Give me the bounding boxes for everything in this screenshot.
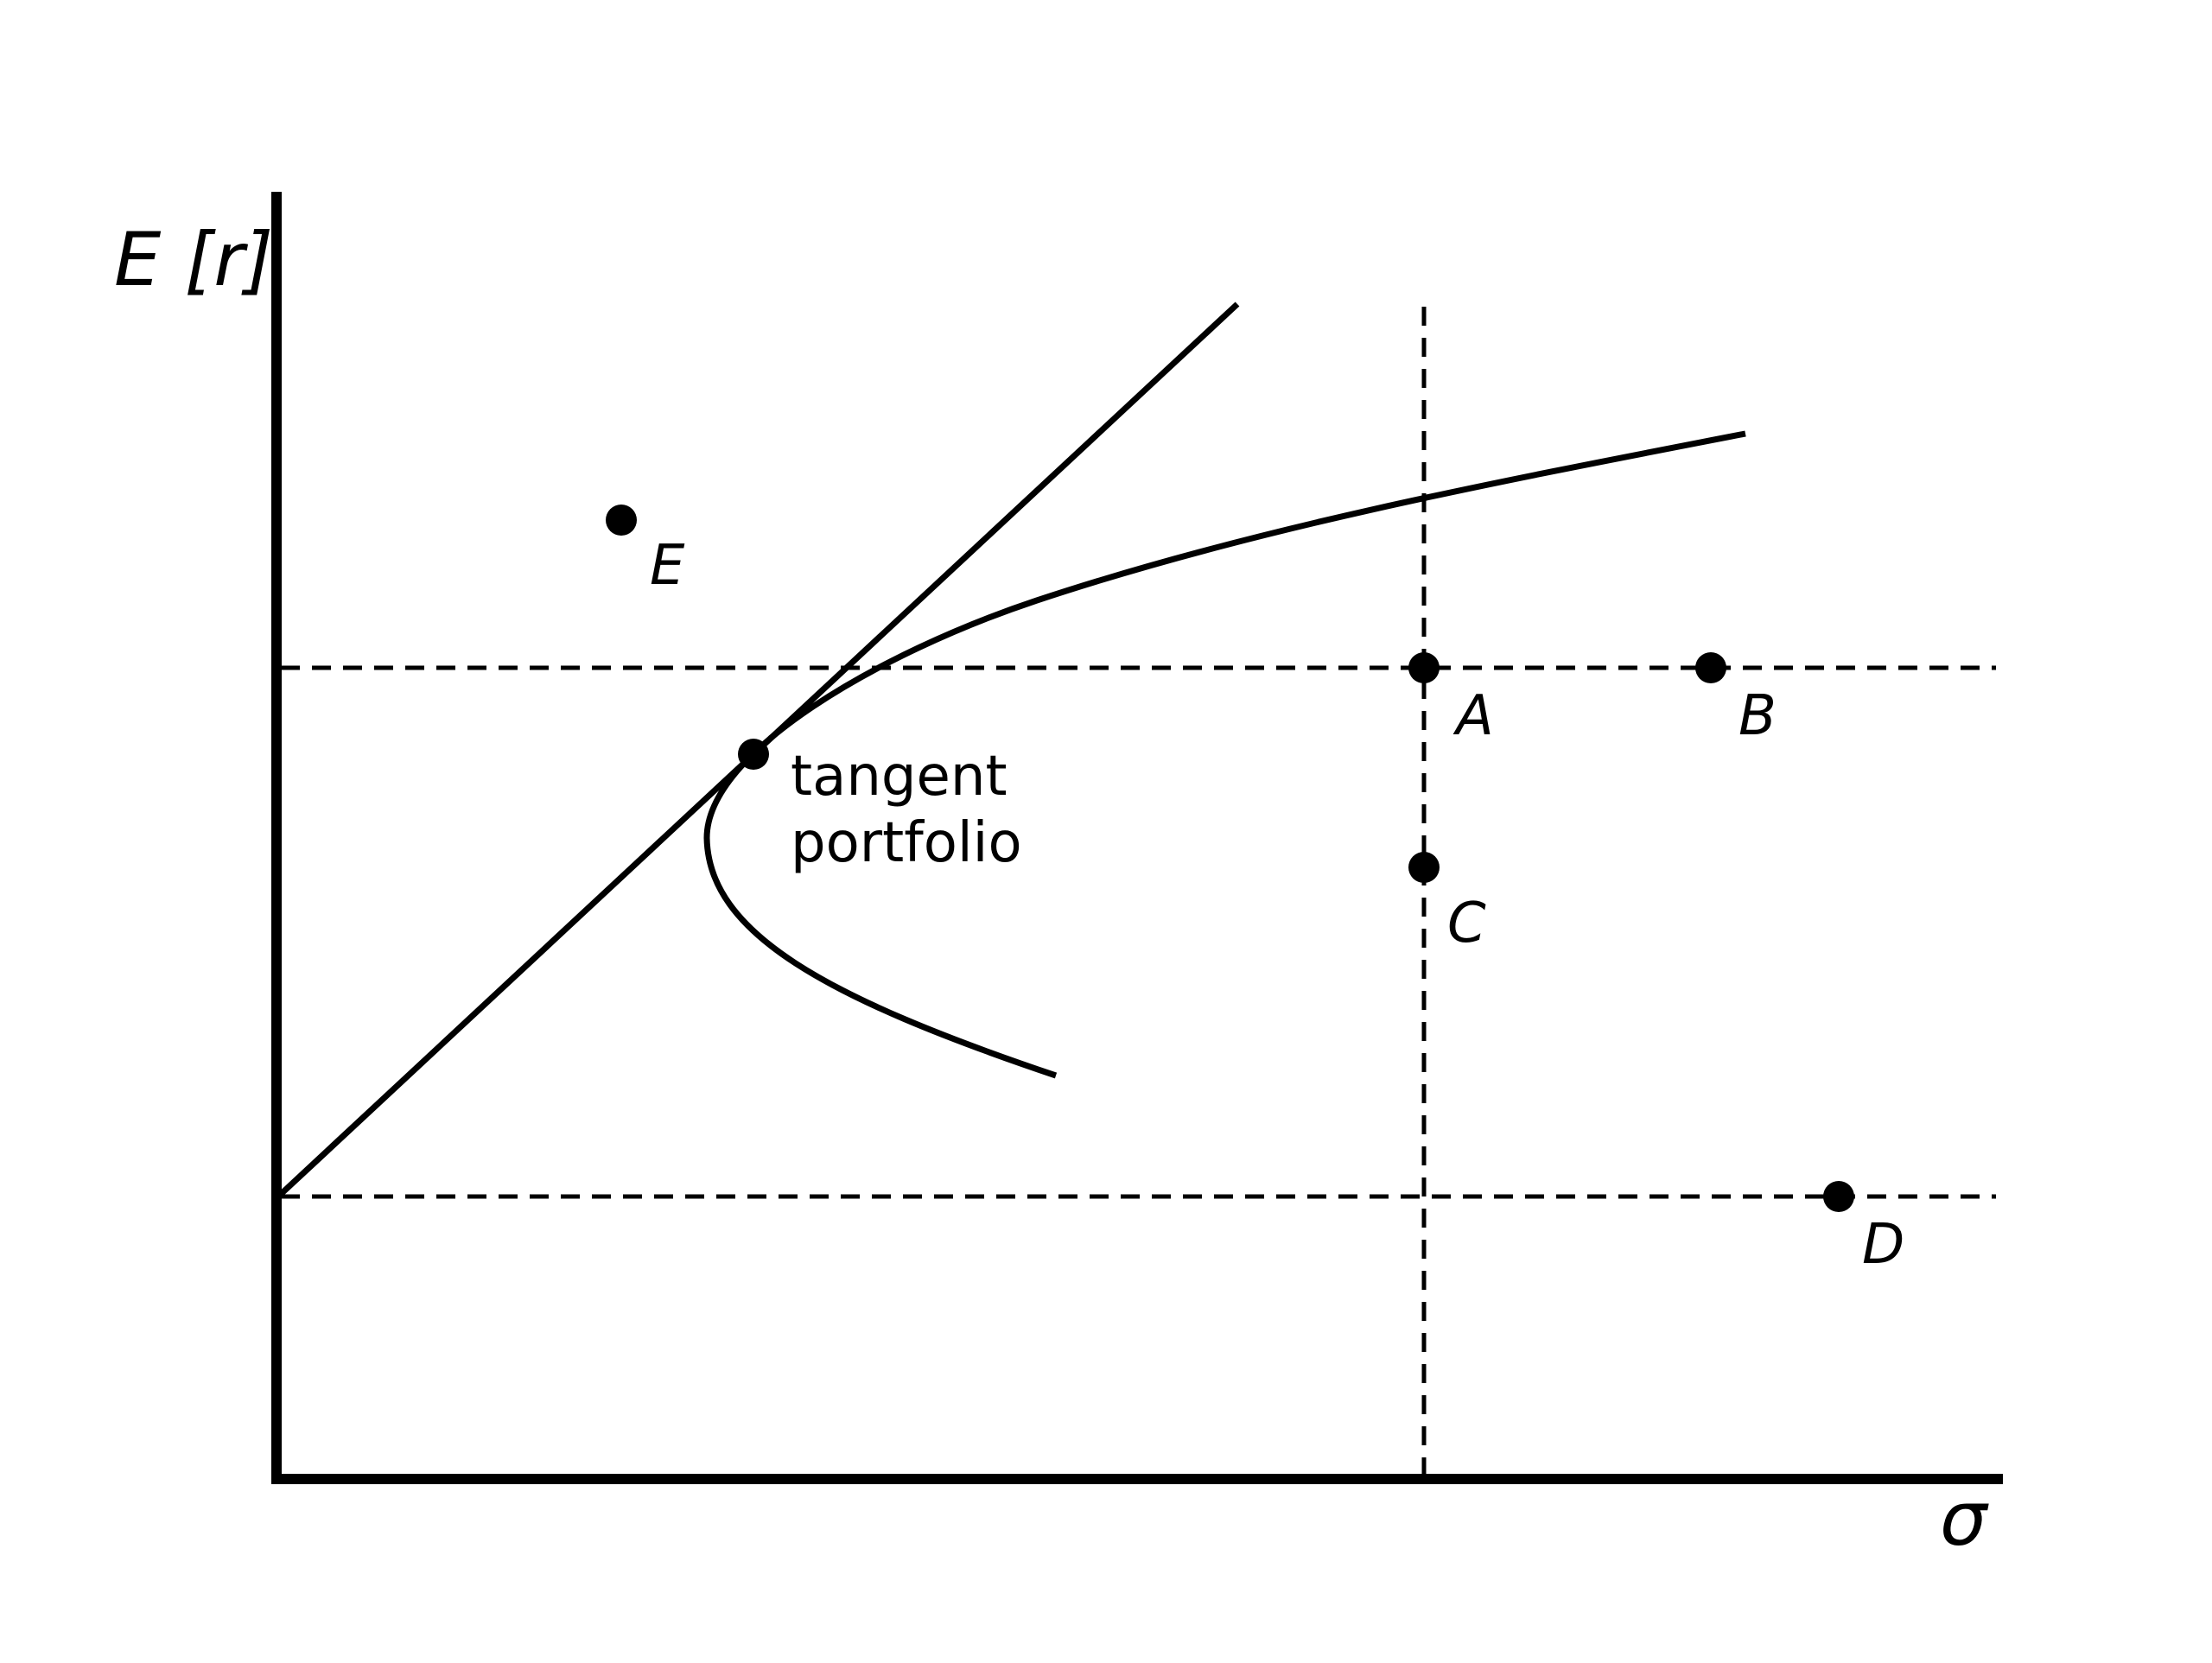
point-marker-d [1823,1181,1854,1212]
point-label-e: E [650,534,685,598]
point-label-b: B [1738,684,1777,748]
point-marker-e [606,505,637,536]
point-marker-b [1695,652,1726,683]
y-axis-label: E [r] [114,217,273,303]
tangent-label-line-1: tangent [791,745,1007,809]
tangent-label-line-2: portfolio [791,811,1022,875]
tangent-portfolio-marker [738,739,769,770]
point-label-d: D [1862,1213,1904,1277]
point-label-a: A [1452,684,1494,748]
efficient-frontier-curve [703,430,1746,1079]
point-marker-a [1408,652,1440,683]
point-label-c: C [1447,892,1486,955]
point-marker-c [1408,852,1440,883]
x-axis-label: σ [1940,1476,1989,1563]
